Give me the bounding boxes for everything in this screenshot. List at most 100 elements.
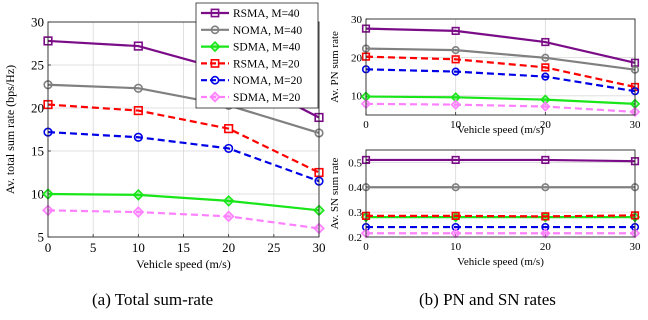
data-point	[132, 188, 145, 201]
x-tick-label: 5	[90, 240, 97, 255]
legend-entry: NOMA, M=20	[201, 75, 302, 87]
data-point	[451, 183, 460, 192]
data-point	[222, 194, 235, 207]
x-tick-label: 10	[450, 119, 462, 131]
x-tick-label: 30	[630, 119, 642, 131]
plot-area	[366, 150, 635, 237]
legend-box	[195, 2, 319, 109]
data-point	[451, 222, 460, 232]
y-tick-label: 30	[31, 15, 44, 30]
x-tick-label: 15	[177, 240, 190, 255]
legend-entry: NOMA, M=40	[201, 25, 302, 37]
series-line	[366, 158, 636, 163]
chart-b-bottom: 0 10 20 30 0.2 0.3 0.4 0.5 Vehicle speed (m/s) Av…	[329, 149, 641, 268]
data-point	[133, 83, 143, 93]
legend-label: RSMA, M=40	[233, 8, 300, 20]
legend-marker	[210, 58, 220, 68]
legend-entry: RSMA, M=20	[201, 58, 300, 70]
legend-label: SDMA, M=20	[233, 92, 300, 104]
data-point	[133, 105, 143, 116]
legend-marker	[209, 40, 221, 53]
data-point	[451, 155, 460, 165]
legend-label: NOMA, M=20	[233, 75, 302, 87]
data-point	[540, 94, 551, 105]
series	[360, 91, 641, 110]
series	[42, 204, 325, 235]
legend-entry: SDMA, M=20	[201, 91, 300, 104]
x-tick-label: 0	[45, 240, 52, 255]
legend-marker	[210, 8, 220, 18]
series-line	[366, 214, 636, 218]
series-line	[365, 102, 636, 114]
y-tick-label: 15	[31, 144, 44, 159]
data-point	[451, 211, 460, 220]
y-axis-label: Av. SN sum rate	[329, 157, 341, 229]
legend: RSMA, M=40 NOMA, M=40 SDMA, M=40 RSMA, M=20…	[195, 2, 319, 109]
data-point	[541, 222, 550, 232]
data-point	[224, 124, 234, 134]
series-line	[47, 209, 320, 230]
series-line	[365, 27, 636, 64]
data-point	[541, 53, 550, 62]
legend-entry: RSMA, M=40	[201, 8, 300, 20]
x-tick-label: 20	[540, 119, 552, 131]
axes-frame	[365, 18, 636, 116]
series-line	[365, 47, 636, 71]
legend-label: SDMA, M=40	[233, 42, 300, 54]
chart-b-top: 0 10 20 30 10 20 30 Vehicle speed (m/s) Av. PN s…	[329, 14, 641, 136]
y-tick-label: 5	[38, 230, 45, 245]
axes-frame	[47, 21, 320, 238]
legend-marker	[209, 91, 221, 103]
x-axis-label: Vehicle speed (m/s)	[457, 256, 544, 268]
data-point	[450, 99, 461, 110]
data-point	[541, 183, 550, 192]
series-line	[365, 55, 636, 89]
y-tick-label: 25	[31, 58, 44, 73]
legend-label: NOMA, M=40	[233, 25, 302, 37]
x-tick-label: 10	[450, 241, 462, 253]
y-tick-label: 0.2	[348, 232, 362, 244]
data-point	[451, 46, 460, 55]
series-line	[47, 130, 320, 183]
y-tick-label: 20	[31, 101, 44, 116]
y-tick-label: 0.3	[348, 207, 362, 219]
legend-marker	[210, 75, 220, 85]
y-tick-label: 20	[351, 52, 363, 64]
x-tick-label: 20	[540, 241, 552, 253]
legend-marker	[210, 25, 220, 35]
data-point	[451, 26, 460, 36]
data-point	[451, 67, 460, 76]
series-line	[365, 68, 636, 93]
series	[361, 24, 640, 67]
y-tick-label: 30	[351, 14, 363, 26]
legend-entry: SDMA, M=40	[201, 40, 300, 54]
data-point	[541, 155, 550, 165]
data-point	[540, 101, 551, 112]
data-point	[541, 72, 550, 81]
x-axis-label: Vehicle speed (m/s)	[457, 124, 544, 136]
x-axis-label: Vehicle speed (m/s)	[136, 257, 231, 271]
data-point	[222, 210, 235, 223]
y-tick-label: 10	[31, 187, 44, 202]
data-point	[541, 63, 550, 72]
series-line	[47, 83, 320, 134]
plot-area	[366, 19, 635, 115]
y-tick-label: 0.4	[348, 182, 362, 194]
data-point	[133, 41, 143, 51]
caption-a: (a) Total sum-rate	[92, 290, 214, 309]
series-line	[47, 103, 320, 174]
x-tick-label: 0	[363, 119, 369, 131]
caption-b: (b) PN and SN rates	[419, 290, 556, 309]
data-point	[133, 132, 143, 142]
x-tick-label: 30	[313, 240, 326, 255]
y-tick-label: 10	[351, 91, 363, 103]
series-line	[47, 192, 320, 212]
data-point	[541, 37, 550, 47]
data-point	[541, 212, 550, 221]
data-point	[132, 206, 145, 218]
x-tick-label: 25	[267, 240, 280, 255]
y-axis-label: Av. total sum rate (bps/Hz)	[3, 65, 17, 194]
x-tick-label: 20	[222, 240, 235, 255]
x-tick-label: 10	[132, 240, 145, 255]
